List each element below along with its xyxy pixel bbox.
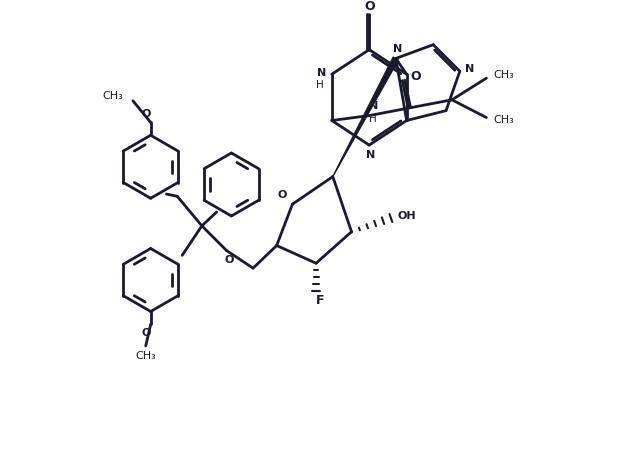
Text: N: N — [465, 64, 474, 74]
Text: CH₃: CH₃ — [493, 116, 515, 125]
Text: N: N — [369, 101, 378, 111]
Polygon shape — [333, 57, 399, 177]
Text: O: O — [225, 255, 234, 265]
Text: O: O — [410, 70, 421, 83]
Text: N: N — [365, 150, 375, 160]
Text: N: N — [393, 44, 403, 54]
Text: F: F — [316, 294, 324, 307]
Text: H: H — [369, 114, 377, 124]
Text: N: N — [317, 68, 326, 78]
Text: O: O — [364, 0, 374, 13]
Text: O: O — [141, 109, 150, 118]
Text: O: O — [278, 190, 287, 200]
Text: OH: OH — [397, 211, 416, 221]
Text: CH₃: CH₃ — [493, 70, 515, 80]
Text: O: O — [141, 328, 150, 338]
Text: H: H — [316, 80, 324, 90]
Text: CH₃: CH₃ — [136, 351, 156, 361]
Text: CH₃: CH₃ — [103, 91, 124, 101]
